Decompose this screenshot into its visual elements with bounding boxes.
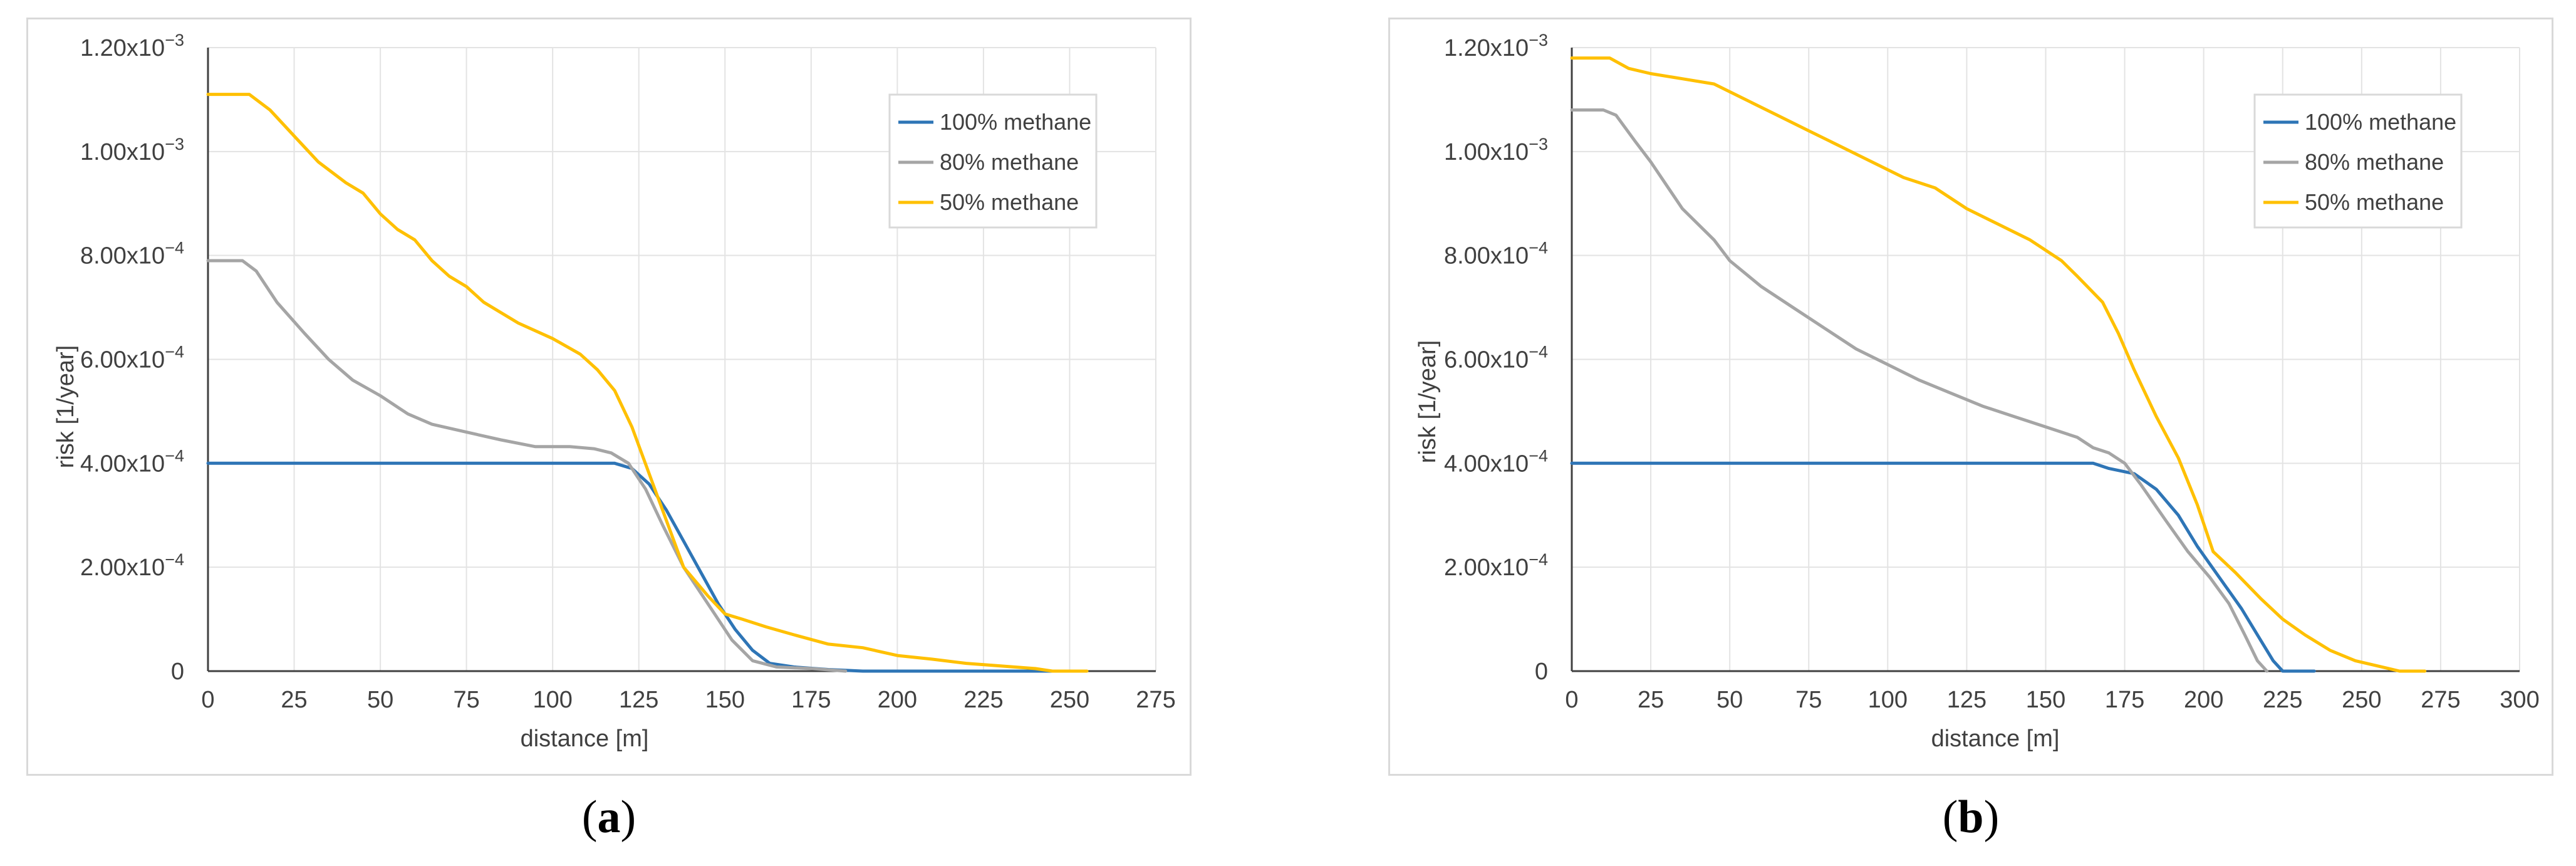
x-tick-label: 25	[281, 687, 307, 713]
x-tick-label: 0	[1565, 687, 1578, 713]
x-tick-label: 275	[1136, 687, 1175, 713]
y-tick-label: 6.00x10−4	[80, 343, 184, 373]
x-tick-label: 75	[453, 687, 479, 713]
y-tick-label: 4.00x10−4	[1444, 446, 1548, 477]
risk-chart-b: 0 25 50 75 100 125 150 175 200 225 250 275 300 0 2.00x…	[1415, 31, 2540, 752]
y-tick-label: 1.20x10−3	[1444, 31, 1548, 61]
x-tick-label: 200	[2184, 687, 2223, 713]
caption-a-close: )	[620, 791, 636, 843]
y-tick-label: 8.00x10−4	[80, 239, 184, 269]
series-line-1	[1570, 461, 2316, 673]
x-tick-label: 50	[367, 687, 393, 713]
x-tick-label: 25	[1638, 687, 1664, 713]
y-tick-label: 1.00x10−3	[1444, 135, 1548, 165]
caption-b-open: (	[1942, 791, 1958, 843]
x-tick-label: 75	[1795, 687, 1822, 713]
x-tick-label: 150	[2026, 687, 2065, 713]
caption-b-letter: b	[1958, 791, 1984, 843]
chart-panel-b: 0 25 50 75 100 125 150 175 200 225 250 275 300 0 2.00x…	[1388, 18, 2553, 776]
x-tick-label: 225	[963, 687, 1003, 713]
y-tick-label: 4.00x10−4	[80, 446, 184, 477]
y-axis-title: risk [1/year]	[53, 345, 79, 468]
x-axis-title: distance [m]	[521, 726, 649, 752]
x-tick-label: 100	[532, 687, 572, 713]
y-tick-label: 1.20x10−3	[80, 31, 184, 61]
y-tick-label: 6.00x10−4	[1444, 343, 1548, 373]
x-tick-label: 0	[201, 687, 214, 713]
y-tick-label: 1.00x10−3	[80, 135, 184, 165]
legend-label: 50% methane	[2305, 189, 2444, 215]
legend-label: 100% methane	[940, 109, 1091, 135]
y-tick-label: 0	[171, 659, 184, 685]
series-line-3	[206, 93, 1089, 673]
x-tick-label: 275	[2421, 687, 2460, 713]
x-tick-label: 50	[1716, 687, 1743, 713]
y-axis-title: risk [1/year]	[1415, 340, 1441, 463]
x-tick-label: 300	[2500, 687, 2539, 713]
y-tick-label: 2.00x10−4	[1444, 550, 1548, 581]
legend-label: 50% methane	[940, 189, 1079, 215]
x-axis-title: distance [m]	[1931, 726, 2060, 752]
caption-b-close: )	[1983, 791, 2000, 843]
y-tick-label: 0	[1535, 659, 1548, 685]
x-tick-label: 175	[2105, 687, 2144, 713]
caption-a: (a)	[484, 791, 734, 844]
risk-chart-a: 0 25 50 75 100 125 150 175 200 225 250 275 0 2.00x10−…	[53, 31, 1176, 752]
legend: 100% methane 80% methane 50% methane	[888, 93, 1098, 229]
chart-panel-a: 0 25 50 75 100 125 150 175 200 225 250 275 0 2.00x10−…	[26, 18, 1192, 776]
series-line-2	[1570, 108, 2268, 673]
legend: 100% methane 80% methane 50% methane	[2253, 93, 2463, 229]
x-tick-label: 175	[791, 687, 831, 713]
series-line-2	[206, 259, 848, 673]
x-tick-label: 250	[2342, 687, 2381, 713]
caption-a-letter: a	[597, 791, 621, 843]
caption-b: (b)	[1846, 791, 2096, 844]
caption-a-open: (	[581, 791, 598, 843]
legend-label: 80% methane	[2305, 149, 2444, 175]
y-tick-label: 8.00x10−4	[1444, 239, 1548, 269]
x-tick-label: 225	[2263, 687, 2302, 713]
x-tick-label: 150	[705, 687, 745, 713]
y-tick-label: 2.00x10−4	[80, 550, 184, 581]
x-tick-label: 200	[878, 687, 917, 713]
legend-label: 80% methane	[940, 149, 1079, 175]
legend-label: 100% methane	[2305, 109, 2456, 135]
series-line-3	[1570, 56, 2427, 673]
x-tick-label: 125	[1947, 687, 1987, 713]
x-tick-label: 125	[619, 687, 658, 713]
x-tick-label: 100	[1868, 687, 1908, 713]
x-tick-label: 250	[1050, 687, 1089, 713]
